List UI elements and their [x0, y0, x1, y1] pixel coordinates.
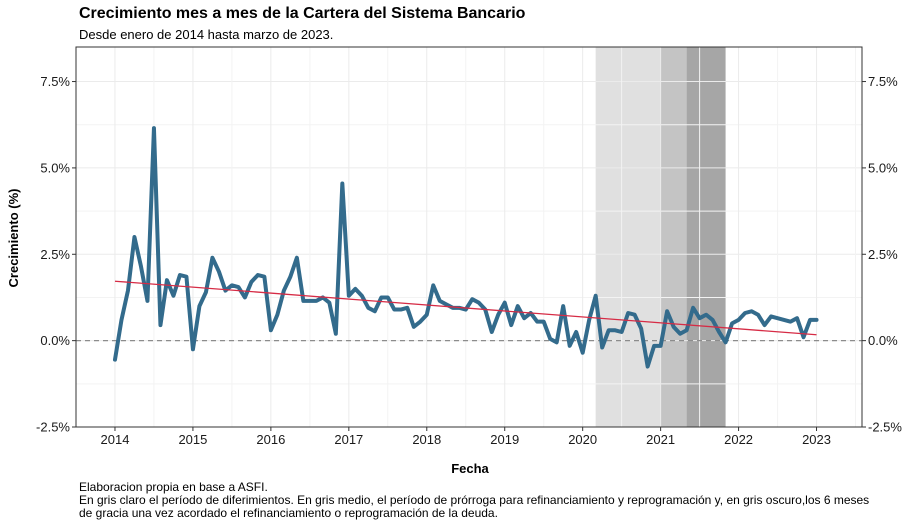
y-tick-label-right: 5.0% — [868, 160, 898, 175]
x-tick-label: 2015 — [178, 432, 207, 447]
x-tick-label: 2021 — [646, 432, 675, 447]
panel-background — [76, 47, 862, 427]
panel-border — [75, 46, 863, 428]
shaded-period — [686, 47, 726, 427]
y-tick-label-right: 2.5% — [868, 247, 898, 262]
caption-line: de gracia una vez acordado el refinancia… — [79, 506, 498, 520]
trend-line — [114, 280, 817, 336]
x-tick-label: 2016 — [256, 432, 285, 447]
y-tick-label-right: 0.0% — [868, 333, 898, 348]
x-tick-label: 2018 — [412, 432, 441, 447]
x-tick-label: 2019 — [490, 432, 519, 447]
y-tick-label-right: 7.5% — [868, 74, 898, 89]
x-tick-label: 2022 — [724, 432, 753, 447]
x-tick-label: 2023 — [802, 432, 831, 447]
caption-line: Elaboracion propia en base a ASFI. — [79, 480, 268, 494]
x-tick-label: 2020 — [568, 432, 597, 447]
series-line — [112, 126, 819, 369]
caption-line: En gris claro el período de diferimiento… — [79, 493, 870, 507]
y-tick-label: 2.5% — [40, 247, 70, 262]
x-axis-title: Fecha — [451, 461, 489, 476]
y-tick-label: 7.5% — [40, 74, 70, 89]
y-axis-title: Crecimiento (%) — [6, 189, 21, 288]
shaded-period — [595, 47, 661, 427]
y-tick-label: 5.0% — [40, 160, 70, 175]
chart-caption: Elaboracion propia en base a ASFI. En gr… — [79, 481, 899, 520]
x-tick-label: 2017 — [334, 432, 363, 447]
chart-subtitle: Desde enero de 2014 hasta marzo de 2023. — [79, 27, 334, 42]
y-tick-label-right: -2.5% — [868, 420, 902, 435]
shaded-period — [660, 47, 687, 427]
x-tick-label: 2014 — [101, 432, 130, 447]
chart-title: Crecimiento mes a mes de la Cartera del … — [79, 5, 526, 22]
y-tick-label: -2.5% — [36, 420, 70, 435]
y-tick-label: 0.0% — [40, 333, 70, 348]
